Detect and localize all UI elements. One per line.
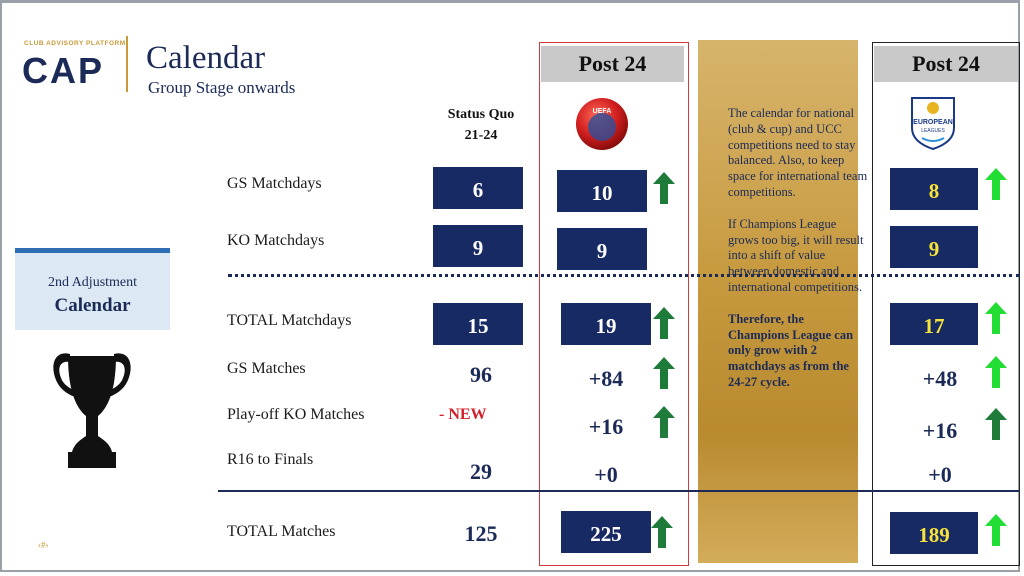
arrow-up-icon [651, 516, 673, 548]
uefa-logo-text: UEFA [593, 108, 612, 115]
sq-r16-finals: 29 [470, 459, 492, 484]
el-logo-text-1: EUROPEAN [913, 119, 953, 126]
p2-ko-matchdays: 9 [890, 226, 978, 268]
arrow-up-icon [653, 172, 675, 204]
p1-playoff-ko: +16 [588, 414, 624, 439]
explanation-text: The calendar for national (club & cup) a… [728, 106, 868, 407]
el-logo-text-2: LEAGUES [921, 128, 945, 134]
p1-gs-matchdays: 10 [557, 170, 647, 212]
new-badge: - NEW [439, 406, 487, 423]
p1-gs-matches: +84 [588, 366, 624, 391]
page-title: Calendar [146, 40, 266, 76]
p2-gs-matchdays: 8 [890, 168, 978, 210]
adjustment-box: 2nd Adjustment Calendar [15, 248, 170, 330]
el-column-frame [872, 42, 1020, 566]
p2-playoff-ko: +16 [922, 418, 958, 443]
sq-ko-matchdays: 9 [433, 225, 523, 267]
explanation-para-3: Therefore, the Champions League can only… [728, 311, 854, 389]
row-label-ko-matchdays: KO Matchdays [227, 232, 325, 249]
sq-gs-matches: 96 [470, 362, 492, 387]
arrow-up-icon [985, 408, 1007, 440]
post-24-el-header: Post 24 [874, 46, 1018, 82]
european-leagues-logo: EUROPEAN LEAGUES [911, 97, 955, 150]
status-quo-header-line1: Status Quo [447, 107, 515, 122]
arrow-up-icon [985, 302, 1007, 334]
sq-gs-matchdays: 6 [433, 167, 523, 209]
status-quo-header-line2: 21-24 [464, 128, 498, 143]
explanation-para-1: The calendar for national (club & cup) a… [728, 106, 868, 199]
arrow-up-icon [985, 168, 1007, 200]
arrow-up-icon [985, 514, 1007, 546]
row-label-gs-matchdays: GS Matchdays [227, 175, 322, 192]
gold-explanation-panel [698, 40, 858, 563]
p1-total-matchdays: 19 [561, 303, 651, 345]
p1-ko-matchdays: 9 [557, 228, 647, 270]
post-24-uefa-header: Post 24 [541, 46, 684, 82]
row-label-total-matchdays: TOTAL Matchdays [227, 312, 352, 329]
status-quo-header: Status Quo 21-24 [436, 104, 526, 146]
arrow-up-icon [653, 307, 675, 339]
uefa-column-frame [539, 42, 689, 566]
explanation-para-2: If Champions League grows too big, it wi… [728, 216, 864, 294]
section-divider-solid [218, 490, 1020, 492]
p2-total-matches: 189 [890, 512, 978, 554]
arrow-up-icon [985, 356, 1007, 388]
p2-total-matchdays: 17 [890, 303, 978, 345]
arrow-up-icon [653, 357, 675, 389]
arrow-up-icon [653, 406, 675, 438]
logo-cap: CAP [22, 50, 105, 91]
p2-gs-matches: +48 [922, 366, 958, 391]
adjustment-title: Calendar [54, 295, 131, 316]
p1-total-matches: 225 [561, 511, 651, 553]
sq-total-matches: 125 [464, 521, 498, 546]
adjustment-label: 2nd Adjustment [47, 275, 138, 290]
section-divider-dashed [228, 274, 1020, 277]
p1-r16-finals: +0 [594, 462, 618, 487]
logo-divider [126, 36, 128, 92]
page-number: ‹#› [38, 540, 49, 550]
row-label-total-matches: TOTAL Matches [227, 523, 336, 540]
row-label-gs-matches: GS Matches [227, 360, 306, 377]
p2-r16-finals: +0 [928, 462, 952, 487]
sq-total-matchdays: 15 [433, 303, 523, 345]
page-subtitle: Group Stage onwards [148, 78, 296, 97]
uefa-logo: UEFA [576, 98, 628, 150]
trophy-icon [53, 353, 131, 468]
row-label-r16-finals: R16 to Finals [227, 451, 314, 468]
row-label-playoff-ko: Play-off KO Matches [227, 406, 365, 423]
logo-tagline: CLUB ADVISORY PLATFORM [24, 40, 126, 47]
